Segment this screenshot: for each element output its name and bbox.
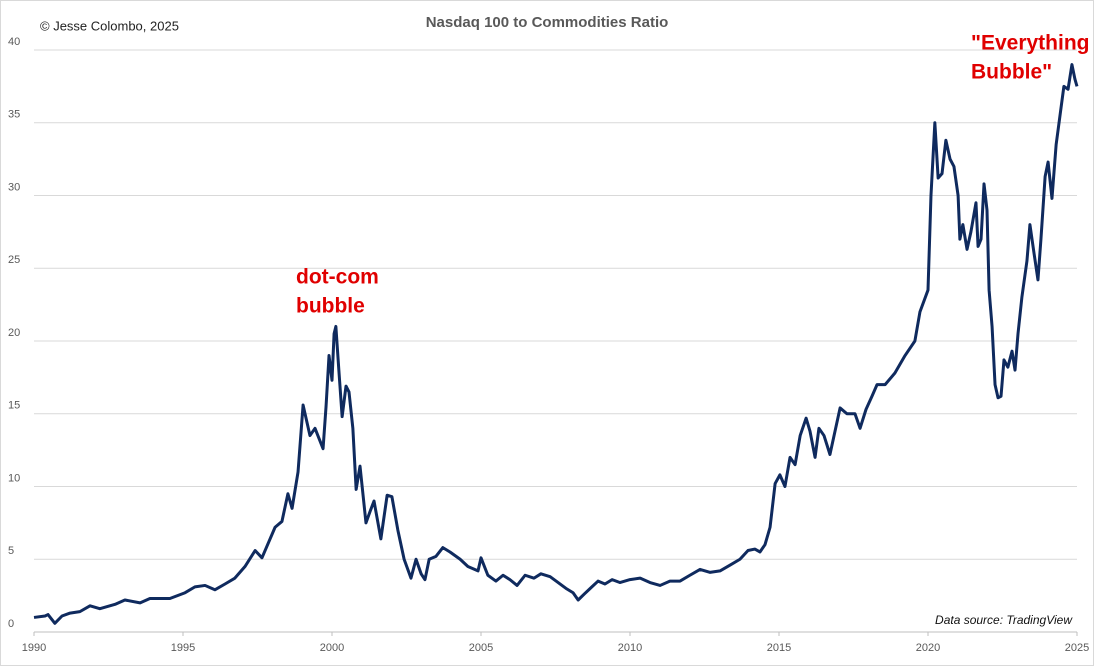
- annotation: dot-com: [296, 266, 379, 289]
- x-tick-label: 2005: [469, 642, 493, 654]
- series-line: [33, 63, 1079, 625]
- chart-title: Nasdaq 100 to Commodities Ratio: [426, 14, 669, 31]
- x-tick-label: 1995: [171, 642, 195, 654]
- y-tick-label: 5: [8, 545, 14, 557]
- copyright: © Jesse Colombo, 2025: [40, 18, 179, 33]
- annotation: Bubble": [971, 61, 1052, 84]
- y-tick-label: 0: [8, 618, 14, 630]
- y-tick-label: 10: [8, 472, 20, 484]
- x-tick-label: 2025: [1065, 642, 1089, 654]
- x-tick-label: 2015: [767, 642, 791, 654]
- x-tick-label: 1990: [22, 642, 46, 654]
- y-tick-label: 15: [8, 400, 20, 412]
- x-tick-label: 2000: [320, 642, 344, 654]
- y-tick-label: 40: [8, 36, 20, 48]
- y-tick-label: 30: [8, 181, 20, 193]
- data-source: Data source: TradingView: [935, 613, 1073, 627]
- annotation: "Everything: [971, 32, 1089, 55]
- x-tick-label: 2010: [618, 642, 642, 654]
- y-tick-label: 35: [8, 109, 20, 121]
- y-tick-label: 25: [8, 254, 20, 266]
- annotation: bubble: [296, 295, 365, 318]
- y-tick-label: 20: [8, 327, 20, 339]
- x-tick-label: 2020: [916, 642, 940, 654]
